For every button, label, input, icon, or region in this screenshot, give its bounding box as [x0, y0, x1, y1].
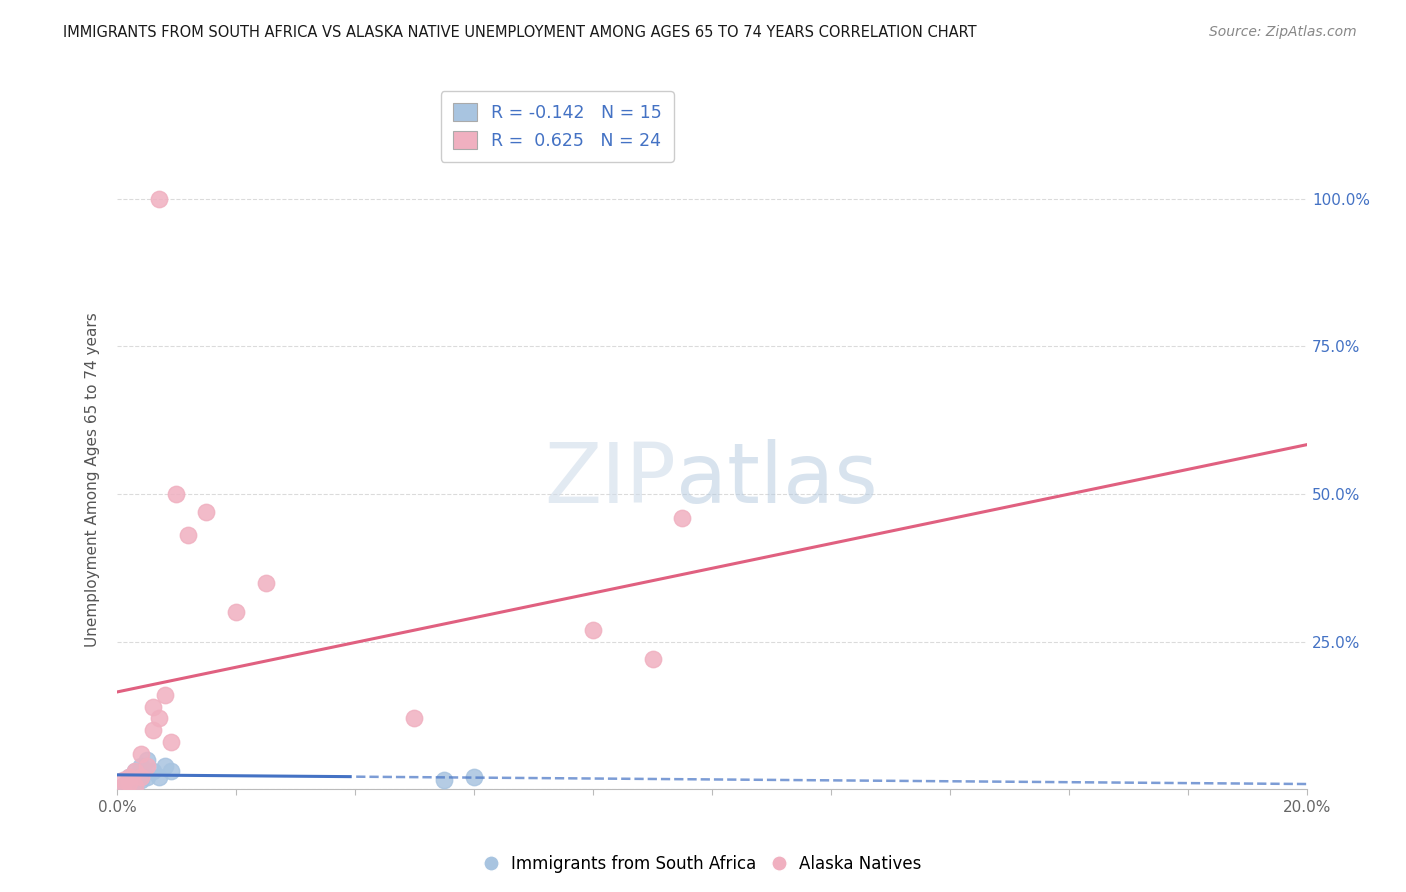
Y-axis label: Unemployment Among Ages 65 to 74 years: Unemployment Among Ages 65 to 74 years [86, 312, 100, 647]
Point [159, 764, 181, 779]
Point [118, 770, 141, 784]
Point [142, 699, 165, 714]
Point [129, 747, 152, 761]
Point [135, 758, 157, 772]
Point [148, 192, 170, 206]
Point [671, 510, 693, 524]
Point [225, 605, 247, 619]
Point [124, 779, 146, 793]
Text: Source: ZipAtlas.com: Source: ZipAtlas.com [1209, 25, 1357, 39]
Point [463, 770, 485, 784]
Point [135, 753, 157, 767]
Point [118, 776, 141, 790]
Point [129, 773, 152, 788]
Point [111, 773, 134, 788]
Point [118, 770, 141, 784]
Point [124, 779, 146, 793]
Point [153, 758, 176, 772]
Point [142, 764, 165, 779]
Text: atlas: atlas [676, 439, 879, 520]
Point [111, 779, 134, 793]
Point [148, 711, 170, 725]
Point [159, 735, 181, 749]
Point [177, 528, 200, 542]
Point [124, 764, 146, 779]
Point [118, 776, 141, 790]
Text: IMMIGRANTS FROM SOUTH AFRICA VS ALASKA NATIVE UNEMPLOYMENT AMONG AGES 65 TO 74 Y: IMMIGRANTS FROM SOUTH AFRICA VS ALASKA N… [63, 25, 977, 40]
Text: ZIP: ZIP [544, 439, 676, 520]
Point [153, 688, 176, 702]
Point [142, 723, 165, 738]
Point [582, 623, 605, 637]
Point [129, 758, 152, 772]
Point [129, 770, 152, 784]
Point [641, 652, 664, 666]
Point [148, 770, 170, 784]
Point [124, 764, 146, 779]
Point [166, 487, 188, 501]
Point [195, 505, 218, 519]
Point [254, 575, 277, 590]
Legend: R = -0.142   N = 15, R =  0.625   N = 24: R = -0.142 N = 15, R = 0.625 N = 24 [440, 91, 673, 161]
Point [111, 779, 134, 793]
Point [404, 711, 426, 725]
Point [135, 770, 157, 784]
Legend: Immigrants from South Africa, Alaska Natives: Immigrants from South Africa, Alaska Nat… [478, 848, 928, 880]
Point [433, 773, 456, 788]
